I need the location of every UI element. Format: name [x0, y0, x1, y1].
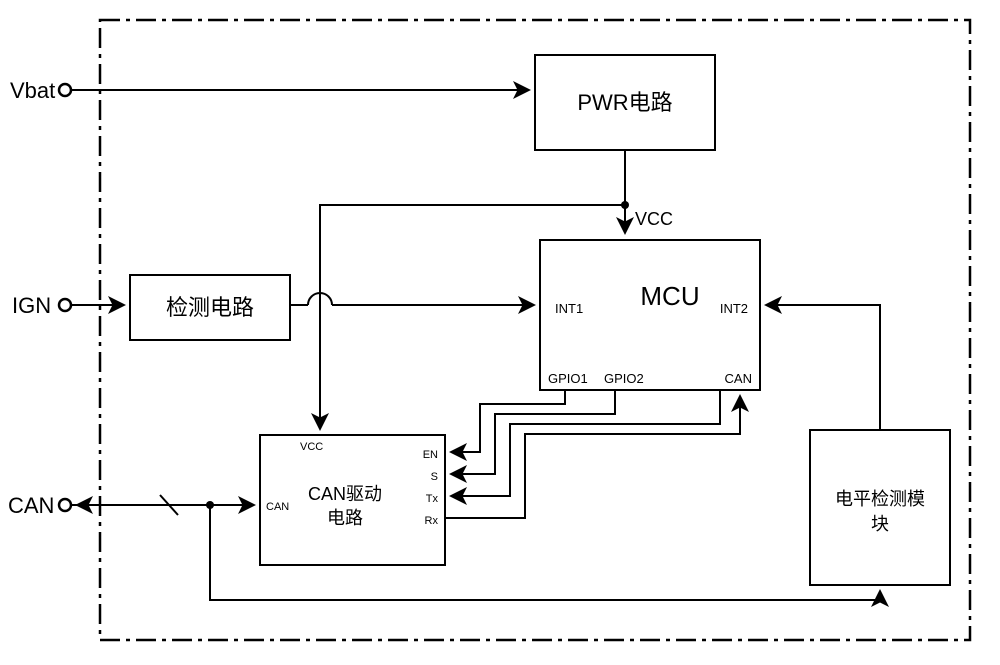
- pwr-label: PWR电路: [577, 90, 672, 115]
- candrv-label1: CAN驱动: [308, 484, 382, 504]
- port-can: CAN: [8, 493, 71, 518]
- candrv-pin-en: EN: [423, 449, 438, 461]
- level-label2: 块: [871, 514, 889, 534]
- mcu-pin-gpio2: GPIO2: [604, 371, 644, 386]
- wire-rx-mcu: [445, 397, 740, 518]
- mcu-pin-gpio1: GPIO1: [548, 371, 588, 386]
- detect-block: 检测电路: [130, 275, 290, 340]
- mcu-pin-int2: INT2: [720, 301, 748, 316]
- candrv-pin-vcc: VCC: [300, 441, 323, 453]
- port-ign-label: IGN: [12, 293, 51, 318]
- mcu-pin-int1: INT1: [555, 301, 583, 316]
- block-diagram: Vbat IGN CAN PWR电路 检测电路 MCU INT1 INT2 GP…: [0, 0, 1000, 665]
- vcc-label: VCC: [635, 209, 673, 229]
- candrv-block: CAN驱动 电路 VCC EN S Tx Rx CAN: [260, 435, 445, 565]
- candrv-pin-rx: Rx: [425, 515, 439, 527]
- port-vbat-label: Vbat: [10, 78, 55, 103]
- detect-label: 检测电路: [166, 295, 254, 320]
- wire-gpio2-s: [452, 390, 615, 474]
- candrv-pin-tx: Tx: [426, 493, 439, 505]
- candrv-pin-s: S: [431, 471, 438, 483]
- wire-mcu-tx: [452, 390, 720, 496]
- mcu-pin-can: CAN: [725, 371, 752, 386]
- level-block: 电平检测模 块: [810, 430, 950, 585]
- wire-gpio1-en: [452, 390, 565, 452]
- wire-level-int2: [767, 305, 880, 430]
- mcu-label: MCU: [640, 281, 699, 311]
- pwr-block: PWR电路: [535, 55, 715, 150]
- level-label1: 电平检测模: [835, 489, 925, 509]
- mcu-block: MCU INT1 INT2 GPIO1 GPIO2 CAN: [540, 240, 760, 390]
- candrv-pin-can: CAN: [266, 501, 289, 513]
- port-can-label: CAN: [8, 493, 54, 518]
- port-vbat: Vbat: [10, 78, 71, 103]
- port-ign: IGN: [12, 293, 71, 318]
- candrv-label2: 电路: [327, 508, 363, 528]
